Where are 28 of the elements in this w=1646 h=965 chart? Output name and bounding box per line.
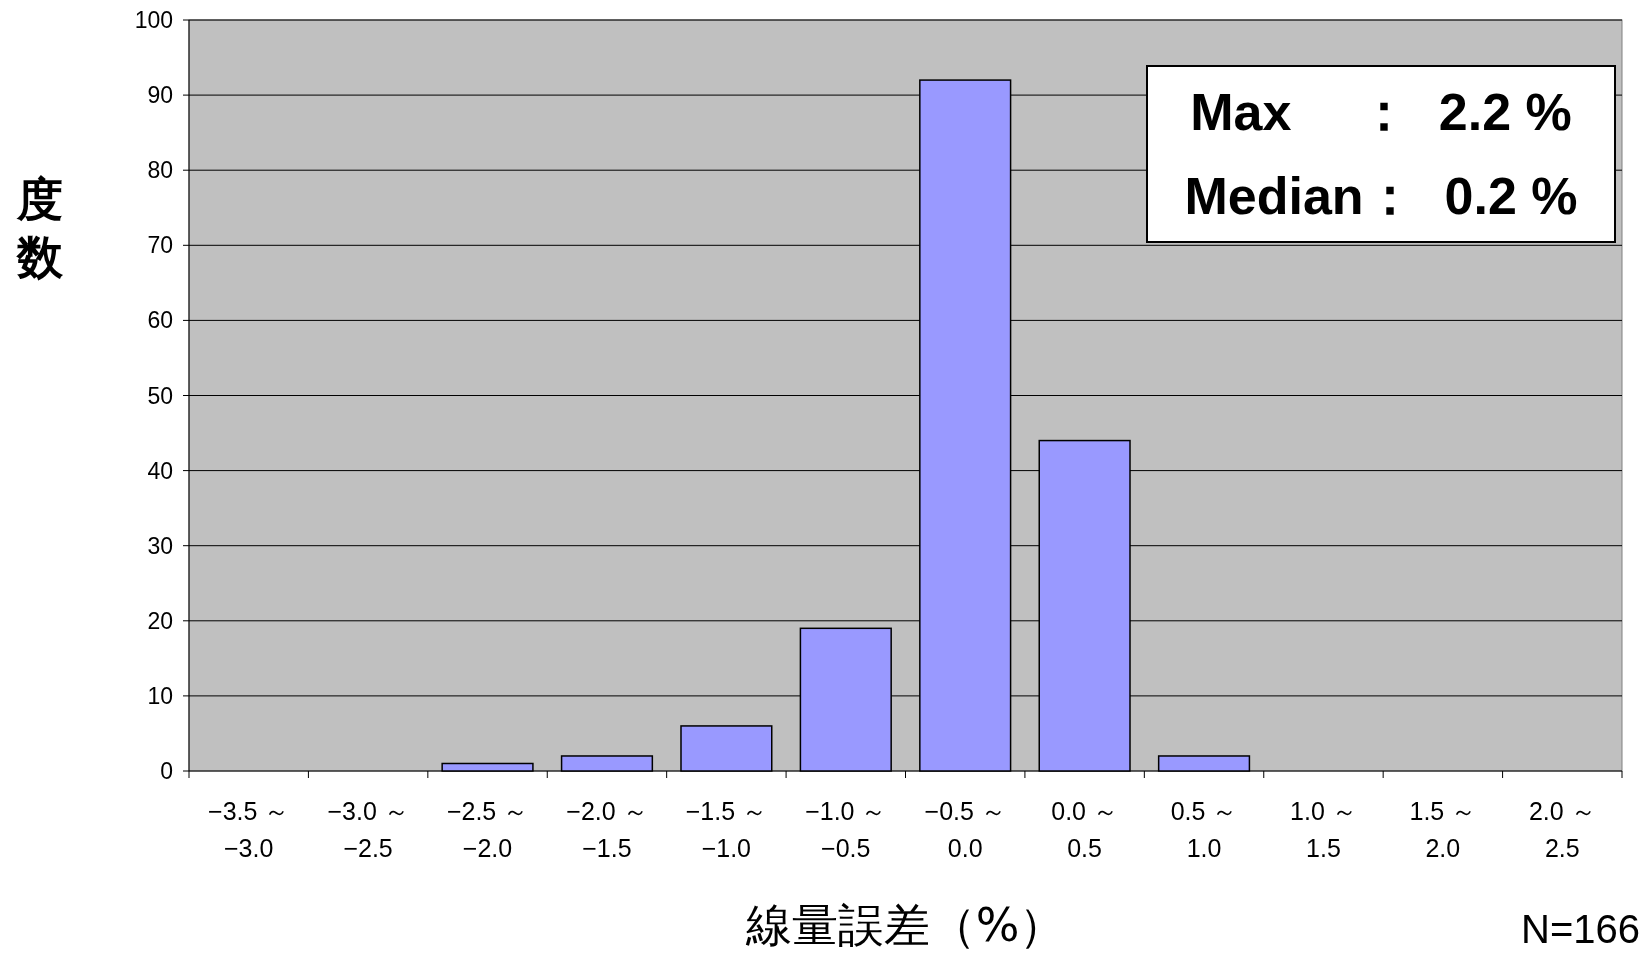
y-tick-label: 80 — [147, 157, 173, 184]
annotation: Max ： 2.2 % — [1190, 82, 1572, 143]
y-axis-title: 度数 — [15, 171, 64, 286]
x-tick-label: 1.5 ～ 2.0 — [1408, 796, 1478, 864]
x-tick-label: 0.5 ～ 1.0 — [1169, 796, 1239, 864]
y-tick-label: 10 — [147, 682, 173, 709]
y-tick-label: 40 — [147, 457, 173, 484]
x-tick-label: 0.0 ～ 0.5 — [1050, 796, 1119, 864]
x-tick-label: −3.5 ～ −3.0 — [207, 796, 291, 864]
y-tick-label: 90 — [147, 82, 173, 109]
x-tick-label: −2.0 ～ −1.5 — [565, 796, 649, 864]
x-tick-label: −3.0 ～ −2.5 — [326, 796, 410, 864]
x-tick-label: −0.5 ～ 0.0 — [923, 796, 1007, 864]
x-tick-label: 2.0 ～ 2.5 — [1527, 796, 1597, 864]
x-tick-label: −1.5 ～ −1.0 — [684, 796, 768, 864]
x-axis-title: 線量誤差（%） — [745, 898, 1066, 952]
y-tick-label: 0 — [160, 758, 173, 784]
y-tick-label: 20 — [147, 607, 173, 634]
y-tick-label: 100 — [134, 7, 173, 33]
x-tick-label: 1.0 ～ 1.5 — [1289, 796, 1358, 864]
x-tick-label: −2.5 ～ −2.0 — [445, 796, 530, 864]
y-tick-label: 30 — [147, 532, 173, 559]
text: N=166 — [1521, 906, 1640, 953]
x-tick-label: −1.0 ～ −0.5 — [804, 796, 888, 864]
y-tick-label: 50 — [147, 382, 173, 409]
y-tick-label: 70 — [147, 232, 173, 259]
y-tick-label: 60 — [147, 307, 173, 334]
annotation: Median： 0.2 % — [1184, 166, 1578, 227]
